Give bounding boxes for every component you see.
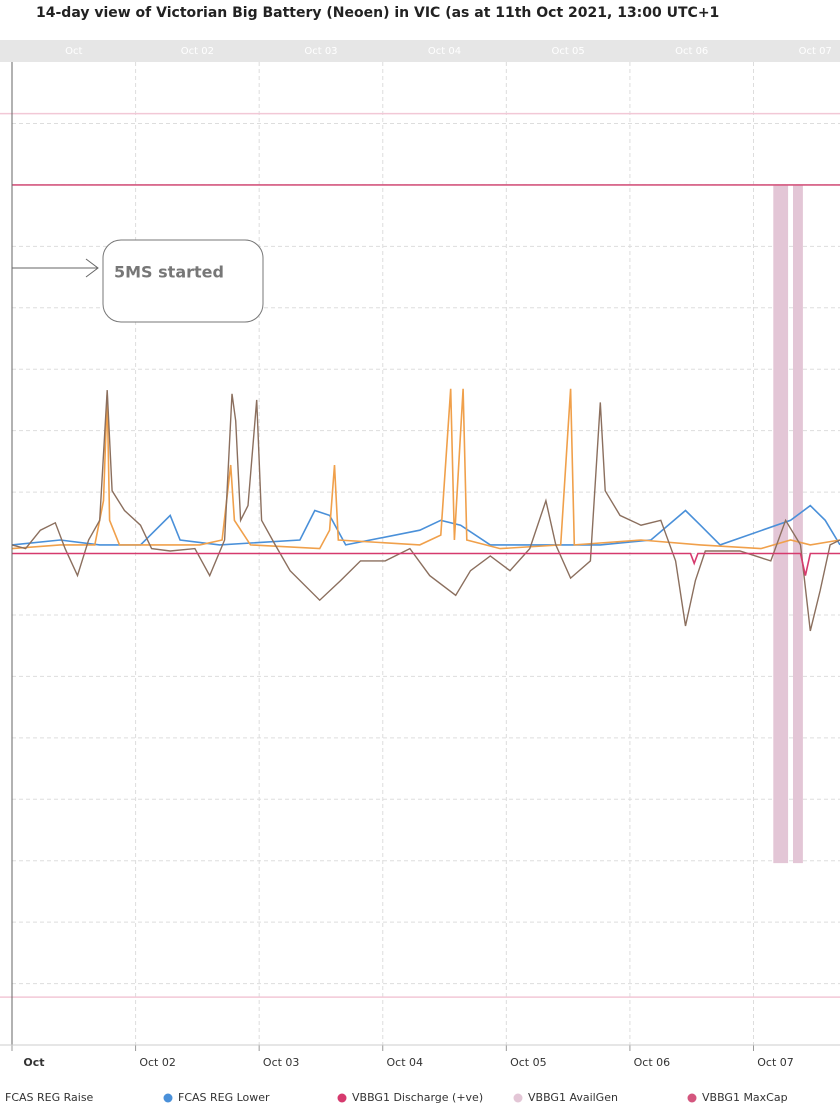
navigator-label: Oct 04 (428, 46, 461, 57)
legend-label[interactable]: VBBG1 MaxCap (702, 1091, 788, 1104)
line (11, 390, 840, 632)
chart-title: 14-day view of Victorian Big Battery (Ne… (36, 5, 719, 21)
annotation-text: 5MS started (114, 263, 224, 282)
annotation-arrowhead (85, 258, 99, 278)
x-tick-label: Oct 05 (510, 1056, 547, 1069)
legend-label[interactable]: FCAS REG Lower (178, 1091, 270, 1104)
navigator-label: Oct 06 (675, 46, 708, 57)
x-tick-label: Oct 06 (634, 1056, 671, 1069)
navigator-label: Oct 03 (304, 46, 337, 57)
navigator-label: Oct 07 (799, 46, 832, 57)
x-tick-label: Oct (23, 1056, 44, 1069)
annotation-box (102, 239, 264, 323)
line (12, 552, 840, 576)
legend-marker[interactable] (687, 1093, 697, 1103)
x-tick-label: Oct 07 (757, 1056, 794, 1069)
x-tick-label: Oct 03 (263, 1056, 300, 1069)
line (11, 388, 840, 550)
navigator-label: Oct 02 (181, 46, 214, 57)
navigator-label: Oct (65, 46, 82, 57)
legend-marker[interactable] (163, 1093, 173, 1103)
navigator-label: Oct 05 (552, 46, 585, 57)
navigator[interactable] (0, 40, 840, 62)
legend-marker[interactable] (513, 1093, 523, 1103)
line (11, 504, 840, 546)
legend-label[interactable]: VBBG1 Discharge (+ve) (352, 1091, 483, 1104)
legend-label[interactable]: VBBG1 AvailGen (528, 1091, 618, 1104)
x-tick-label: Oct 02 (139, 1056, 176, 1069)
x-tick-label: Oct 04 (386, 1056, 423, 1069)
legend-marker[interactable] (337, 1093, 347, 1103)
legend-label[interactable]: FCAS REG Raise (5, 1091, 94, 1104)
